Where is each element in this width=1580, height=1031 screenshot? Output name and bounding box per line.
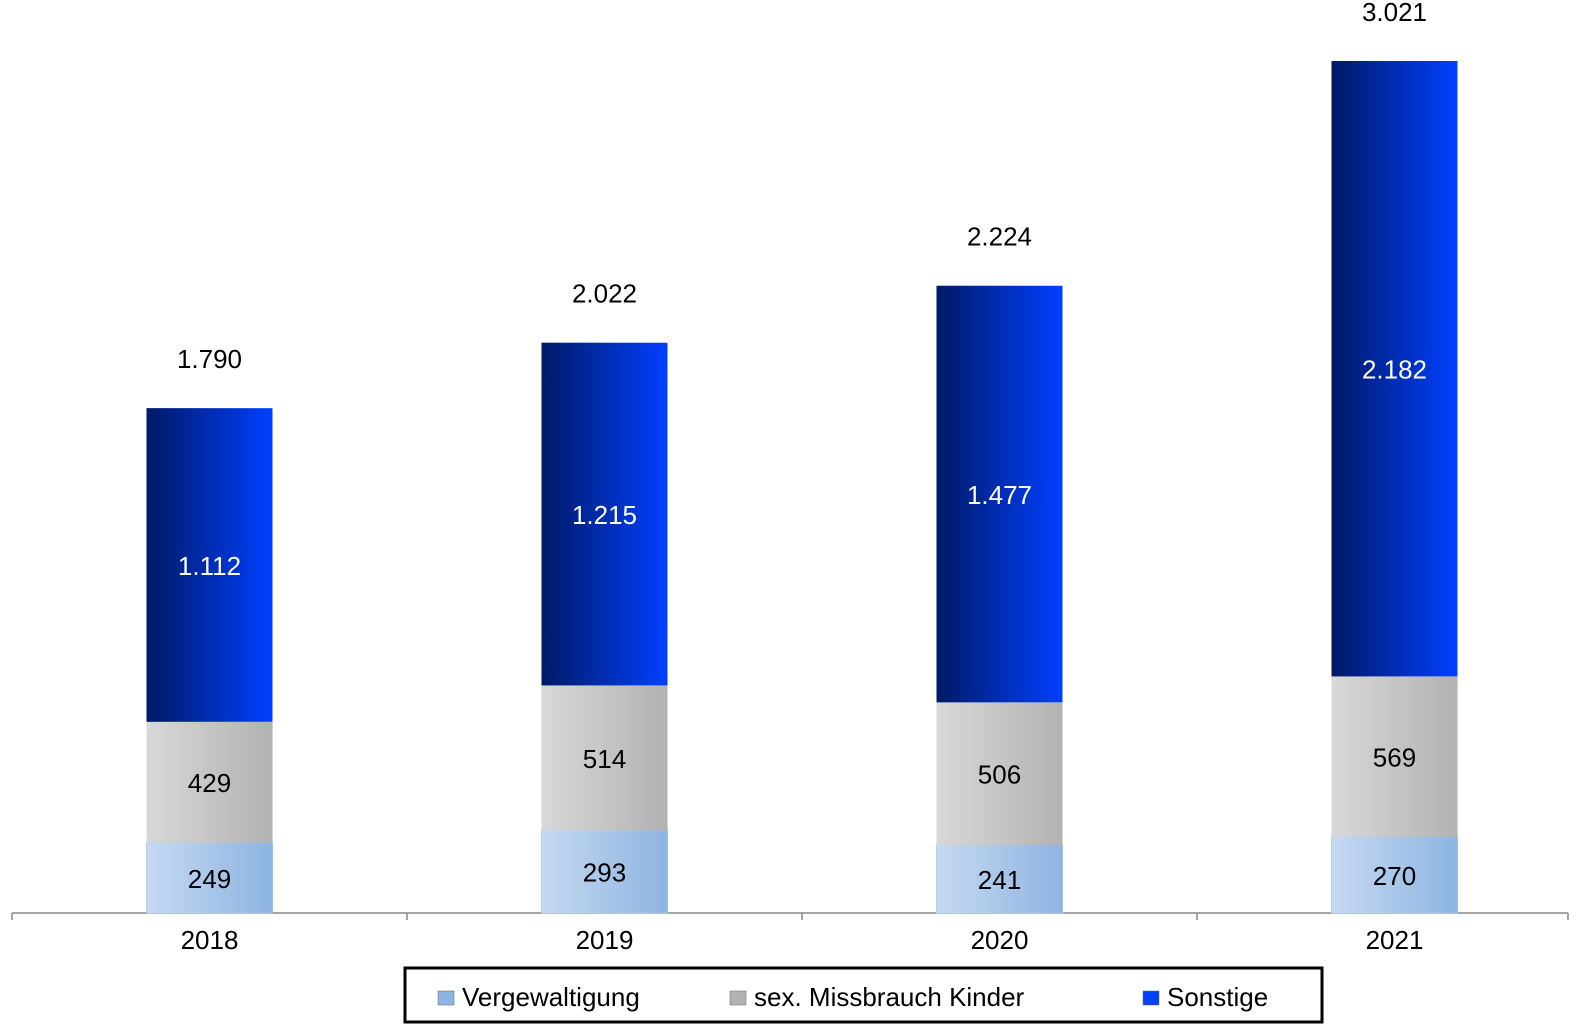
data-label: 270 — [1373, 861, 1416, 891]
data-label: 1.112 — [178, 551, 241, 581]
data-label: 1.215 — [572, 500, 637, 530]
legend-swatch — [1142, 990, 1160, 1006]
x-tick-label: 2021 — [1366, 925, 1424, 955]
total-label: 1.790 — [177, 344, 242, 374]
bar-shading — [936, 285, 1063, 703]
bar-shading — [541, 342, 668, 686]
total-label: 2.224 — [967, 222, 1032, 252]
bar-shading — [936, 702, 1063, 846]
x-tick-label: 2018 — [181, 925, 239, 955]
legend-label: sex. Missbrauch Kinder — [754, 982, 1025, 1012]
bar-shading — [1331, 61, 1458, 677]
legend-label: Vergewaltigung — [462, 982, 640, 1012]
data-label: 1.477 — [967, 480, 1032, 510]
total-label: 2.022 — [572, 279, 637, 309]
legend-swatch — [729, 990, 747, 1006]
x-tick-label: 2020 — [971, 925, 1029, 955]
bar-shading — [146, 408, 273, 722]
bar-shading — [936, 845, 1063, 913]
x-tick-label: 2019 — [576, 925, 634, 955]
bar-shading — [146, 721, 273, 843]
bar-shading — [1331, 676, 1458, 837]
data-label: 293 — [583, 858, 626, 888]
bar-shading — [1331, 836, 1458, 913]
bar-shading — [146, 842, 273, 913]
data-label: 514 — [583, 744, 626, 774]
total-label: 3.021 — [1362, 0, 1427, 27]
data-label: 506 — [978, 760, 1021, 790]
legend-swatch — [437, 990, 455, 1006]
bar-shading — [541, 830, 668, 913]
data-label: 249 — [188, 864, 231, 894]
data-label: 569 — [1373, 742, 1416, 772]
legend-label: Sonstige — [1167, 982, 1268, 1012]
bar-shading — [541, 685, 668, 831]
data-label: 429 — [188, 768, 231, 798]
data-label: 241 — [978, 865, 1021, 895]
legend-box — [403, 966, 1324, 1024]
data-label: 2.182 — [1362, 355, 1427, 385]
